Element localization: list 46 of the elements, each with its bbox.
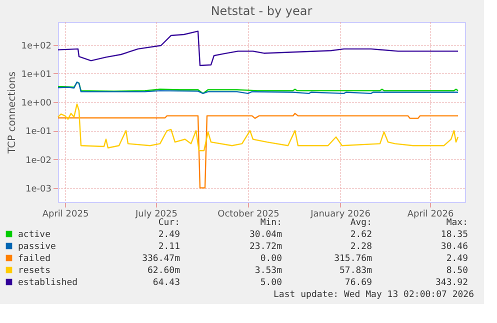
text: 30.04m [249,230,282,240]
text: 8.50 [446,266,468,276]
text: 57.83m [339,266,372,276]
line-series [57,112,459,188]
text: Max: [446,218,468,228]
text: 343.92 [435,278,468,288]
legend-label: resets [18,266,51,276]
y-tick-label: 1e-03 [26,184,52,194]
line-series [57,103,459,152]
legend-label: failed [18,254,51,264]
text: 2.28 [350,242,372,252]
text: 18.35 [440,230,468,240]
x-tick-label: April 2025 [42,210,89,220]
text: 2.49 [446,254,468,264]
y-tick-label: 1e+02 [21,41,52,52]
text: 23.72m [249,242,282,252]
text: Avg: [350,218,372,228]
text: 64.43 [152,278,180,288]
text: 3.53m [254,266,282,276]
y-tick-label: 1e-01 [26,127,52,138]
y-axis-title: TCP connections [7,71,18,155]
text: Cur: [158,218,180,228]
y-tick-label: 1e-02 [26,156,52,166]
text: 2.11 [158,242,180,252]
text: 0.00 [260,254,282,264]
line-series [57,30,459,66]
text: 30.46 [440,242,468,252]
text: 336.47m [142,254,180,264]
text: 76.69 [344,278,372,288]
x-tick-label: January 2026 [310,210,371,220]
y-tick-label: 1e+00 [21,98,52,109]
x-tick-label: April 2026 [407,210,454,220]
text: 62.60m [147,266,180,276]
text: 2.49 [158,230,180,240]
text: Last update: Wed May 13 02:00:07 2026 [274,290,474,300]
legend-label: established [18,278,78,288]
chart-title: Netstat - by year [210,4,312,18]
text: 2.62 [350,230,372,240]
legend-label: active [18,230,51,240]
x-tick-label: July 2025 [134,210,178,220]
text: 5.00 [260,278,282,288]
text: 315.76m [334,254,372,264]
text: Min: [260,218,282,228]
legend-label: passive [18,242,56,252]
x-tick-label: October 2025 [218,210,280,220]
y-tick-label: 1e+01 [21,70,52,80]
